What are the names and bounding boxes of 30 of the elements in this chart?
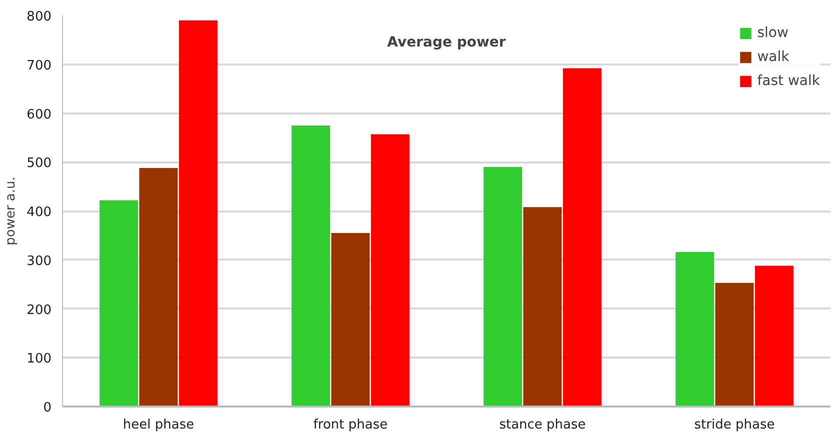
bar xyxy=(370,134,410,406)
bar xyxy=(562,68,602,406)
y-tick-label: 300 xyxy=(26,254,52,269)
x-tick-label: stance phase xyxy=(499,418,586,432)
y-tick-label: 500 xyxy=(26,156,52,172)
legend-label: fast walk xyxy=(757,73,820,89)
y-tick-label: 200 xyxy=(26,302,52,318)
bar xyxy=(754,266,794,406)
y-tick-label: 800 xyxy=(26,10,52,24)
y-tick-label: 600 xyxy=(26,107,52,122)
text: Average power xyxy=(387,34,506,50)
bar xyxy=(676,252,714,406)
bar xyxy=(331,232,370,406)
legend-label: walk xyxy=(757,49,790,65)
x-tick-label: front phase xyxy=(313,418,388,432)
bar xyxy=(139,168,178,406)
bar xyxy=(100,200,138,406)
x-tick-label: stride phase xyxy=(694,418,775,432)
bar xyxy=(523,207,562,406)
y-tick-label: 400 xyxy=(26,205,52,220)
y-tick-label: 0 xyxy=(43,400,52,416)
bar xyxy=(292,125,330,406)
x-tick-label: heel phase xyxy=(122,418,194,432)
bar xyxy=(484,167,522,406)
bar xyxy=(178,20,218,406)
bar xyxy=(715,282,754,406)
y-axis-title: power a.u. xyxy=(4,176,19,246)
y-tick-label: 100 xyxy=(26,352,52,367)
legend-label: slow xyxy=(757,25,788,41)
y-tick-label: 700 xyxy=(26,58,52,74)
